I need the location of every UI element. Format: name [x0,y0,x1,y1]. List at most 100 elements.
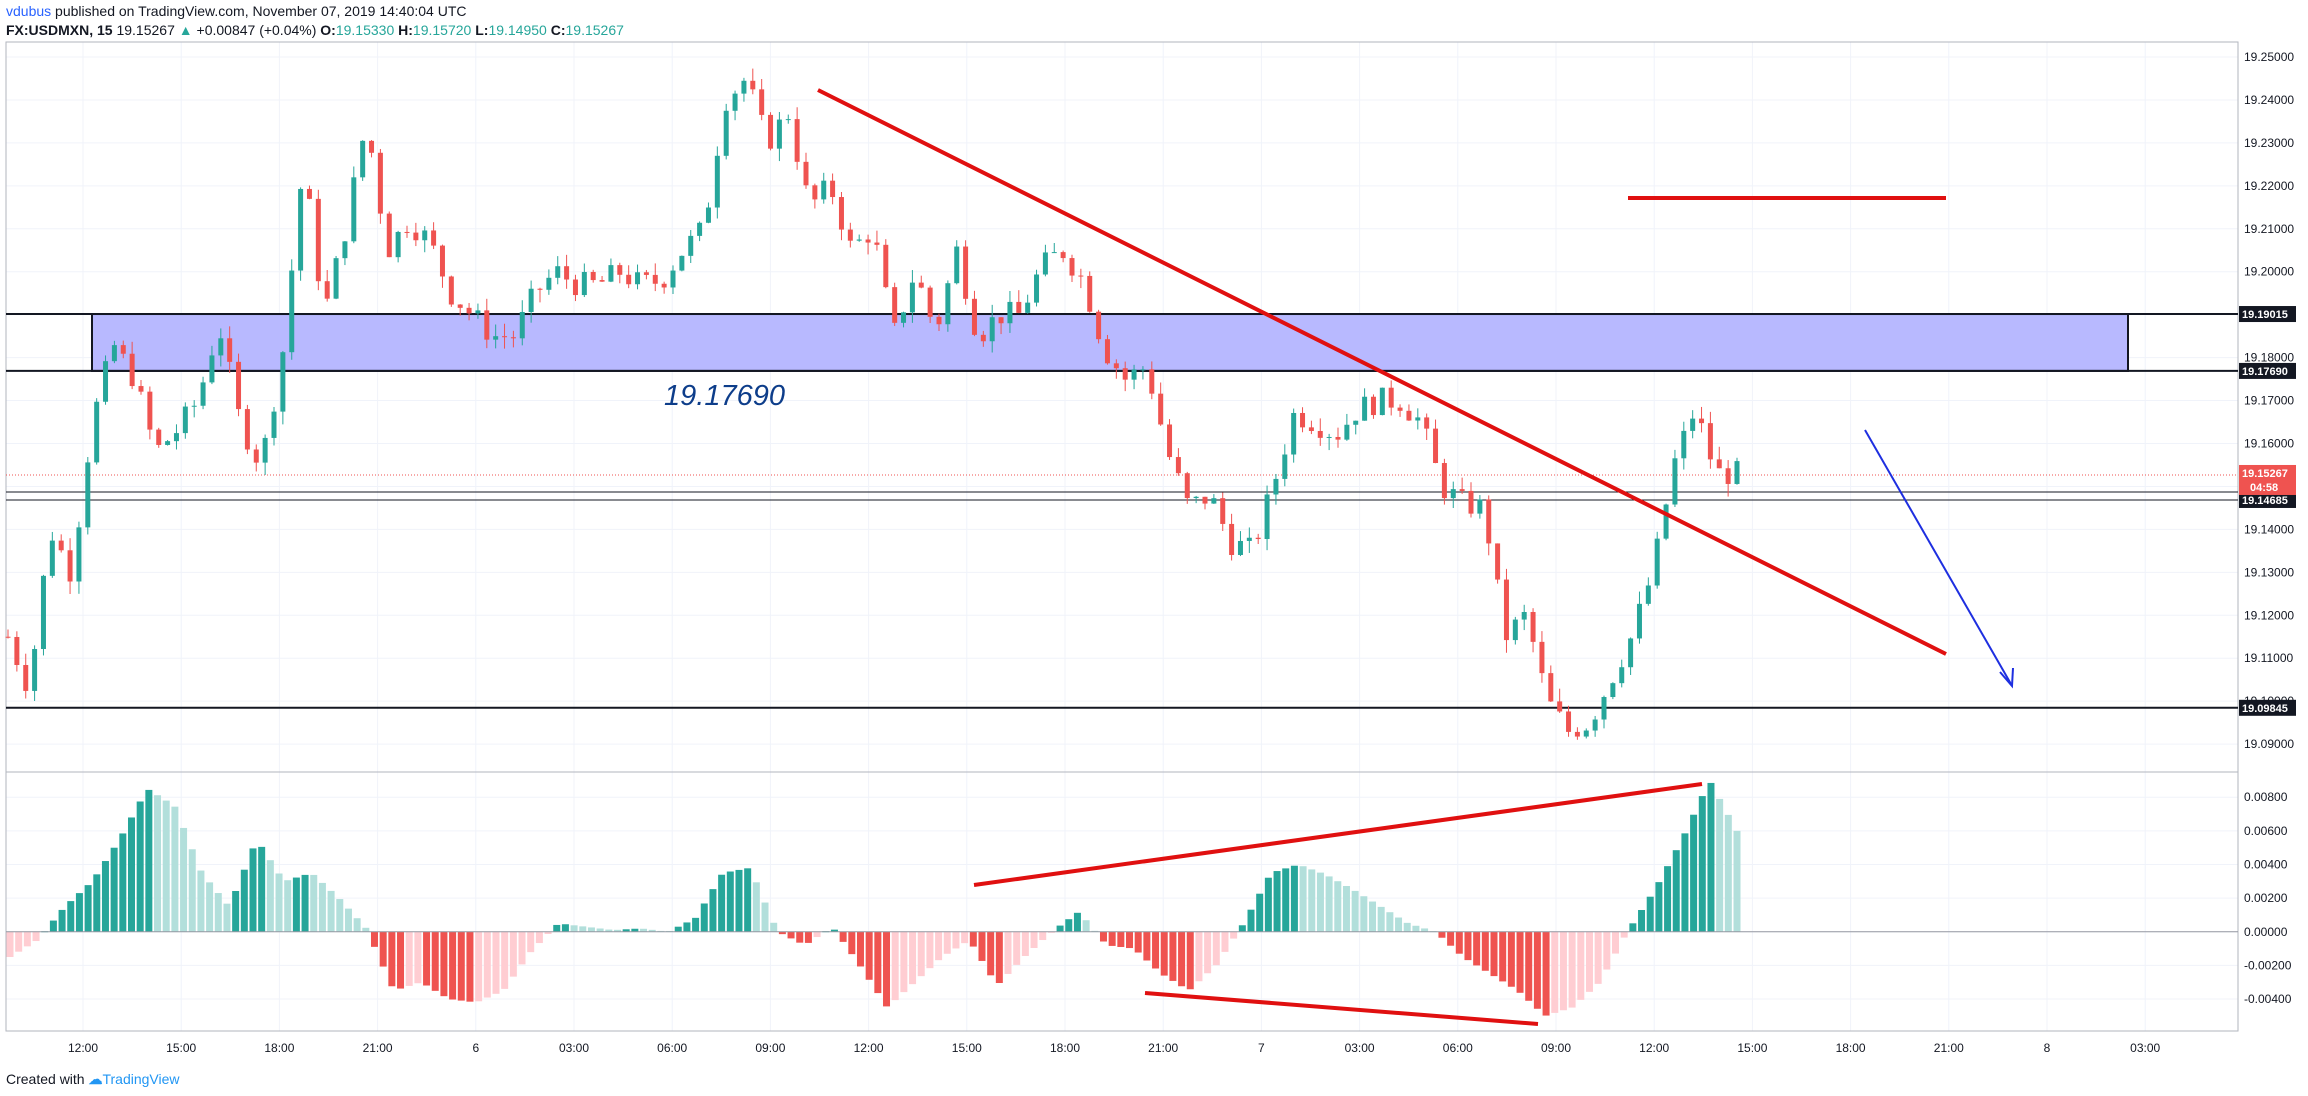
candle [1566,711,1572,732]
candle [794,119,800,162]
histogram-bar [180,827,188,932]
time-tick-label: 6 [472,1041,479,1055]
price-tick-label: 19.17000 [2244,394,2294,408]
candle [1034,274,1040,303]
candle [998,317,1004,324]
candle [1663,504,1669,539]
candle [617,265,623,275]
candle [156,429,162,445]
candle [1007,301,1013,324]
histogram-bar [587,927,595,932]
histogram-bar [492,931,500,994]
histogram-bar [1585,931,1593,992]
histogram-bar [232,890,240,932]
price-axis[interactable]: 19.25000 19.24000 19.23000 19.22000 19.21000… [2244,50,2294,751]
histogram-bar [1212,931,1220,966]
histogram-bar [1013,931,1021,965]
histogram-bar [284,880,292,932]
candle [475,310,481,314]
histogram-bar [1134,931,1142,953]
candle [564,266,570,280]
tradingview-brand[interactable]: TradingView [102,1071,180,1087]
candle [776,119,782,149]
candle [1574,731,1580,737]
downtrend-line[interactable] [817,88,1947,656]
time-axis[interactable]: 12:00 15:00 18:00 21:00 6 03:00 06:00 09:00 12:0… [68,1041,2161,1055]
histogram-bar [683,922,691,932]
histogram-bar [535,931,543,944]
candle [262,437,268,463]
resistance-zone[interactable] [91,313,2129,372]
candle [32,649,38,691]
histogram-bar [414,931,422,984]
time-tick-label: 15:00 [166,1041,196,1055]
candle [111,345,117,362]
candle [76,527,82,582]
candle [1087,275,1093,312]
candle [493,336,499,340]
candle [1131,369,1137,380]
candle [49,540,55,576]
histogram-bar [310,874,318,932]
time-tick-label: 06:00 [657,1041,687,1055]
histogram-bar [1716,798,1724,932]
candle [165,441,171,445]
histogram-bar [1299,866,1307,932]
candle [546,277,552,290]
candle [67,550,73,582]
histogram-bar [127,817,135,932]
candle [1246,537,1252,541]
candle [1601,697,1607,720]
oscillator-rising-line[interactable] [973,782,1703,887]
oscillator-axis[interactable]: 0.00800 0.00600 0.00400 0.00200 0.00000 -0.00… [2244,790,2292,1006]
histogram-bar [1290,865,1298,932]
candle [1282,454,1288,479]
histogram-bar [162,800,170,932]
candle [333,258,339,299]
symbol-name[interactable]: FX:USDMXN, 15 [6,22,113,38]
histogram-bar [1620,931,1628,938]
candle [1441,463,1447,499]
candle [1025,302,1031,313]
candle [572,279,578,296]
price-tick-label: 19.20000 [2244,265,2294,279]
candle [971,298,977,335]
candle [227,338,233,362]
candle [1193,496,1199,499]
histogram-bar [883,931,891,1007]
last-price-tag [2239,464,2296,495]
candle [1167,424,1173,458]
forecast-arrow[interactable] [1864,429,2012,685]
candle [874,242,880,245]
histogram-bar [1369,901,1377,932]
candle [342,241,348,259]
candle [1681,430,1687,459]
key-level-tag [2239,699,2296,716]
price-tick-label: 19.12000 [2244,608,2294,622]
price-tick-label: 19.09000 [2244,737,2294,751]
candle [1300,412,1306,428]
histogram-bar [579,926,587,932]
candle [1628,638,1634,668]
drawings[interactable] [817,88,2014,1026]
histogram-bar [1533,931,1541,1009]
histogram-bar [171,806,179,932]
time-tick-label: 8 [2044,1041,2051,1055]
time-tick-label: 18:00 [264,1041,294,1055]
author-link[interactable]: vdubus [6,3,52,19]
histogram-bar [1004,931,1012,974]
histogram-bar [49,920,57,932]
histogram-bar [1099,931,1107,942]
histogram-bar [1395,917,1403,932]
candle [1069,258,1075,276]
candle [1530,611,1536,642]
histogram-bar [1421,928,1429,932]
histogram-bar [648,929,656,932]
histogram-bar [1525,931,1533,1001]
histogram-bar [891,931,899,1001]
candle [901,312,907,323]
histogram-bar [1447,931,1455,946]
candle [803,161,809,186]
oscillator-falling-line[interactable] [1144,991,1539,1026]
